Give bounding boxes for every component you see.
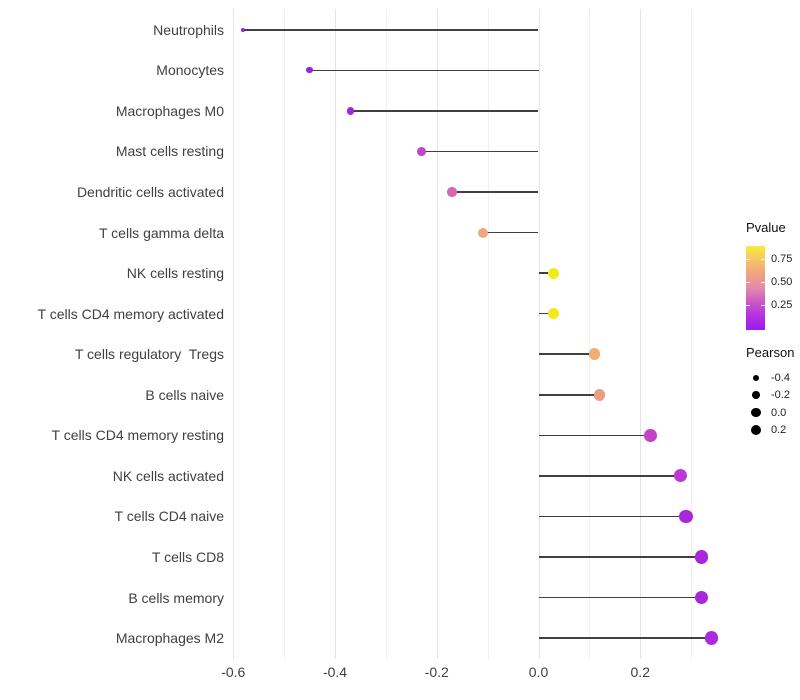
x-axis-tick-label: -0.4	[322, 664, 348, 680]
lollipop-stem	[538, 312, 554, 315]
data-point-dot	[593, 388, 606, 401]
minor-gridline	[589, 9, 591, 659]
minor-gridline	[487, 9, 489, 659]
lollipop-stem	[243, 29, 539, 31]
data-point-dot	[679, 509, 693, 523]
y-axis-label: T cells regulatory Tregs	[74, 346, 224, 363]
pearson-legend-title: Pearson	[746, 345, 795, 360]
minor-gridline	[385, 9, 387, 659]
x-axis-tick-label: 0.0	[528, 664, 549, 680]
pearson-legend-dot	[753, 375, 759, 381]
colorbar-tick-mark	[761, 282, 765, 283]
lollipop-stem	[538, 596, 702, 599]
pvalue-colorbar	[746, 246, 765, 330]
pearson-legend-dot	[752, 391, 760, 400]
x-axis-tick-label: 0.2	[630, 664, 650, 680]
pvalue-tick-label: 0.50	[771, 276, 793, 288]
data-point-dot	[477, 227, 488, 238]
y-axis-label: B cells memory	[128, 589, 224, 606]
y-axis-label: B cells naive	[145, 386, 224, 403]
y-axis-label: T cells CD4 memory resting	[51, 427, 224, 444]
pvalue-legend-title: Pvalue	[746, 220, 786, 235]
minor-gridline	[691, 9, 693, 659]
lollipop-stem	[482, 231, 539, 234]
major-gridline	[436, 9, 438, 659]
pearson-legend-label: 0.2	[771, 423, 787, 436]
lollipop-stem	[538, 434, 651, 437]
pearson-legend-label: 0.0	[771, 406, 787, 419]
colorbar-tick-mark	[761, 305, 765, 306]
lollipop-stem	[538, 637, 712, 639]
lollipop-stem	[538, 475, 681, 477]
lollipop-stem	[538, 272, 554, 274]
minor-gridline	[284, 9, 286, 659]
pvalue-tick-label: 0.25	[771, 299, 793, 311]
major-gridline	[233, 9, 235, 659]
data-point-dot	[704, 631, 719, 645]
colorbar-tick-mark	[746, 305, 750, 306]
lollipop-stem	[538, 556, 702, 558]
data-point-dot	[417, 147, 426, 156]
lollipop-stem	[350, 110, 539, 112]
major-gridline	[538, 9, 540, 659]
data-point-dot	[694, 590, 708, 605]
data-point-dot	[447, 187, 457, 197]
y-axis-label: Macrophages M2	[115, 630, 224, 647]
data-point-dot	[346, 107, 354, 115]
y-axis-label: T cells CD4 naive	[114, 508, 224, 525]
y-axis-label: T cells CD8	[151, 548, 224, 565]
y-axis-label: T cells gamma delta	[98, 224, 224, 241]
lollipop-stem	[538, 394, 600, 396]
pearson-legend-dot	[750, 424, 762, 436]
x-axis-tick-label: -0.6	[221, 664, 246, 680]
colorbar-tick-mark	[746, 259, 750, 260]
data-point-dot	[588, 348, 601, 361]
lollipop-stem	[538, 353, 595, 355]
pearson-legend-dot	[751, 408, 761, 418]
data-point-dot	[548, 267, 560, 279]
data-point-dot	[241, 27, 246, 32]
lollipop-stem	[538, 515, 687, 518]
data-point-dot	[306, 67, 313, 74]
lollipop-stem	[309, 69, 539, 72]
colorbar-tick-mark	[746, 282, 750, 283]
data-point-dot	[694, 550, 708, 564]
y-axis-label: T cells CD4 memory activated	[37, 305, 224, 322]
colorbar-tick-mark	[761, 259, 765, 260]
data-point-dot	[644, 429, 657, 442]
pearson-legend-label: -0.4	[771, 372, 790, 384]
y-axis-label: NK cells activated	[112, 467, 224, 484]
lollipop-stem	[421, 150, 539, 153]
y-axis-label: Monocytes	[156, 62, 224, 79]
major-gridline	[640, 9, 642, 659]
y-axis-label: Dendritic cells activated	[76, 184, 224, 200]
data-point-dot	[674, 469, 688, 483]
y-axis-label: Macrophages M0	[115, 102, 224, 119]
data-point-dot	[548, 308, 560, 320]
lollipop-stem	[452, 191, 539, 193]
y-axis-label: NK cells resting	[126, 265, 224, 282]
pearson-legend-label: -0.2	[771, 389, 790, 402]
x-axis-tick-label: -0.2	[424, 664, 449, 680]
pvalue-tick-label: 0.75	[771, 253, 793, 265]
major-gridline	[335, 9, 336, 659]
y-axis-label: Neutrophils	[153, 21, 224, 38]
y-axis-label: Mast cells resting	[115, 143, 224, 160]
